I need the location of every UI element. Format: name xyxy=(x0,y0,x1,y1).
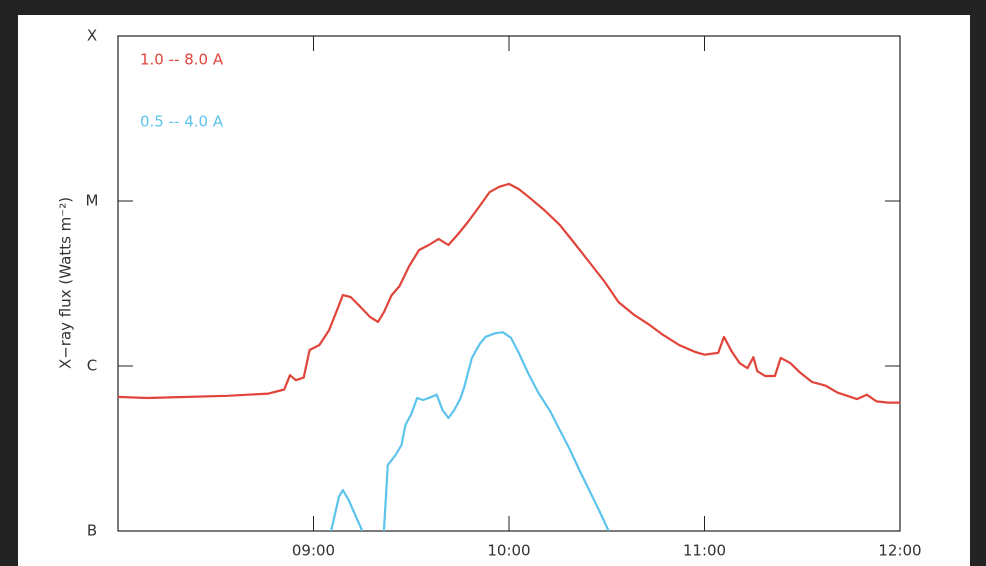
panel xyxy=(18,15,970,566)
series-line xyxy=(118,182,900,404)
legend-label: 0.5 -- 4.0 A xyxy=(140,113,224,131)
series-line xyxy=(330,331,610,531)
y-tick-label: B xyxy=(87,522,97,540)
y-axis-label: X−ray flux (Watts m⁻²) xyxy=(57,197,75,369)
x-tick-label: 10:00 xyxy=(487,542,530,560)
y-tick-label: X xyxy=(87,27,97,45)
x-tick-label: 09:00 xyxy=(292,542,335,560)
x-tick-label: 11:00 xyxy=(683,542,726,560)
y-tick-label: C xyxy=(87,357,97,375)
plot-area xyxy=(118,182,900,531)
legend-label: 1.0 -- 8.0 A xyxy=(140,51,224,69)
x-tick-label: 12:00 xyxy=(878,542,921,560)
y-tick-label: M xyxy=(86,192,99,210)
